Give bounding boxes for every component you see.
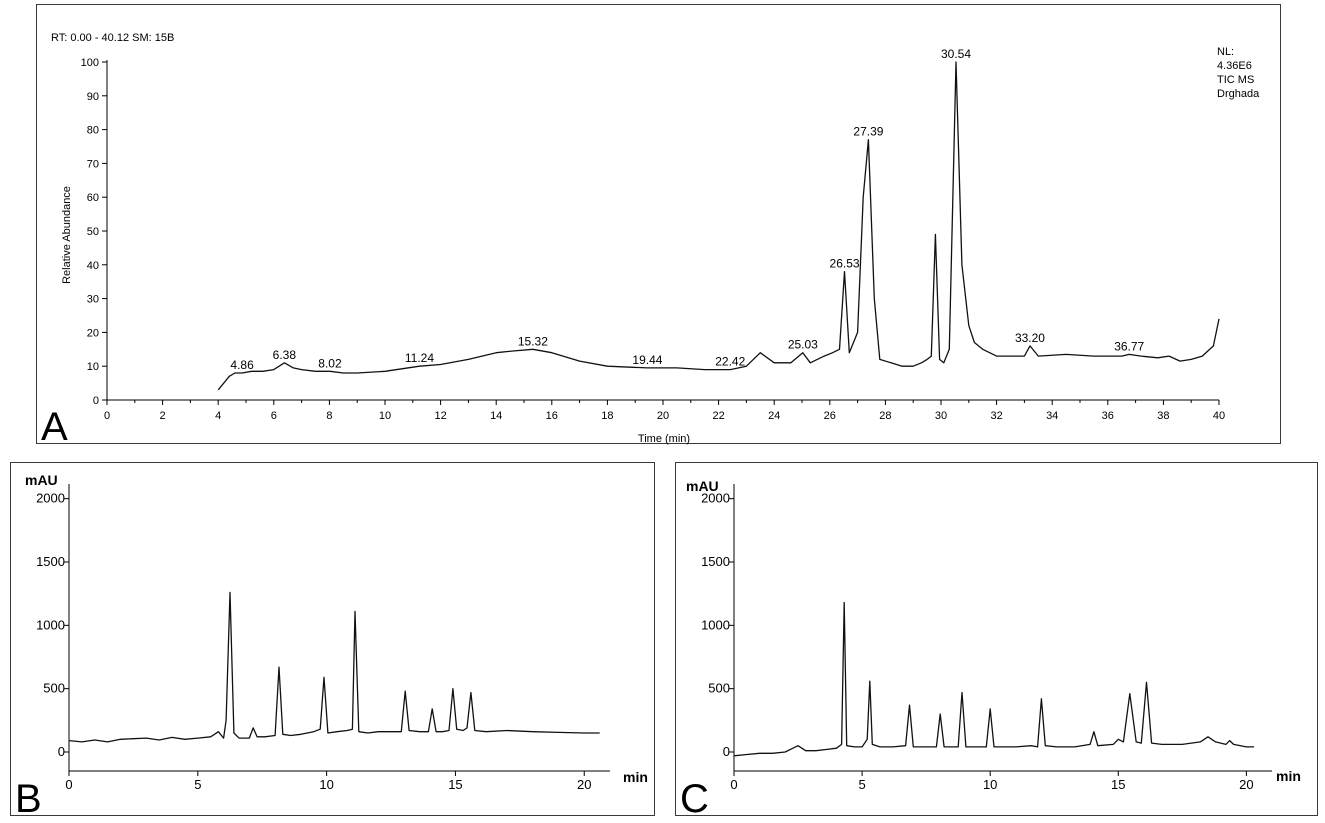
panel-a: RT: 0.00 - 40.12 SM: 15B NL: 4.36E6 TIC … [36, 4, 1281, 449]
chart-a-x-tick-label: 10 [379, 410, 391, 422]
chart-a-peak-label: 6.38 [273, 348, 297, 362]
chart-b-y-tick-label: 1500 [36, 554, 65, 569]
chart-a-svg: RT: 0.00 - 40.12 SM: 15B NL: 4.36E6 TIC … [41, 32, 1260, 449]
chart-b-ylabel: mAU [25, 472, 58, 488]
panel-c: mAU min C 0 500 1000 1500 2000 0 5 10 15 20 [675, 462, 1318, 821]
chart-c-y-tick-label: 2000 [701, 491, 730, 506]
chart-c-y-tick-label: 0 [723, 744, 730, 759]
chart-b-x-tick-label: 0 [65, 777, 72, 792]
chart-a-y-tick-label: 40 [87, 260, 99, 272]
chart-a-y-tick-label: 0 [93, 395, 99, 407]
chart-a-peak-label: 4.86 [230, 358, 254, 372]
chart-b-plot: 0 500 1000 1500 2000 0 5 10 15 20 [36, 484, 610, 792]
chart-a-y-tick-label: 20 [87, 327, 99, 339]
chart-a-peak-label: 26.53 [830, 257, 860, 271]
chart-c-y-tick-label: 1500 [701, 554, 730, 569]
chart-c-series-line [733, 601, 1255, 757]
chart-a-y-tick-label: 70 [87, 158, 99, 170]
chart-a-peak-label: 11.24 [405, 351, 434, 365]
chart-a-x-tick-label: 32 [990, 410, 1002, 422]
chart-b-y-tick-label: 500 [43, 681, 65, 696]
chart-a-y-tick-label: 90 [87, 91, 99, 103]
chart-c-x-tick-label: 10 [983, 777, 997, 792]
chart-a-x-tick-label: 38 [1157, 410, 1169, 422]
panel-a-letter: A [41, 405, 68, 449]
chart-a-peak-label: 19.44 [632, 353, 662, 367]
chart-a-x-tick-label: 22 [712, 410, 724, 422]
chart-a-peak-label: 25.03 [788, 338, 818, 352]
chart-b-x-tick-label: 10 [319, 777, 333, 792]
chart-a-y-tick-label: 60 [87, 192, 99, 204]
chart-a-peak-label: 22.42 [715, 355, 745, 369]
chart-c-y-tick-label: 500 [708, 681, 730, 696]
chart-a-peak-label: 27.39 [853, 125, 883, 139]
chart-b-xlabel: min [623, 769, 648, 785]
chart-a-x-tick-label: 2 [160, 410, 166, 422]
panel-b: mAU min B 0 500 1000 1500 2000 0 5 10 15 20 [10, 462, 655, 821]
chart-b-y-tick-label: 2000 [36, 491, 65, 506]
panel-c-letter: C [680, 777, 709, 821]
chart-a-info-line-3: TIC MS [1217, 74, 1254, 86]
chart-c-y-tick-label: 1000 [701, 617, 730, 632]
chart-a-info: NL: 4.36E6 TIC MS Drghada [1217, 46, 1260, 100]
chart-a-peak-label: 33.20 [1015, 331, 1045, 345]
chart-a-peak-label: 15.32 [518, 334, 548, 348]
chart-b-x-tick-label: 5 [194, 777, 201, 792]
chart-a-info-line-4: Drghada [1217, 88, 1260, 100]
chart-a-x-tick-label: 8 [326, 410, 332, 422]
chart-c-x-tick-label: 15 [1111, 777, 1125, 792]
chart-a-x-tick-label: 0 [104, 410, 110, 422]
chart-a-peak-label: 36.77 [1114, 339, 1144, 353]
chart-a-x-tick-label: 16 [546, 410, 558, 422]
chart-a-x-tick-label: 24 [768, 410, 780, 422]
chart-a-xlabel: Time (min) [638, 433, 690, 445]
chart-a-x-tick-label: 26 [824, 410, 836, 422]
chart-c-plot: 0 500 1000 1500 2000 0 5 10 15 20 [701, 484, 1272, 792]
chart-b-x-tick-label: 20 [577, 777, 591, 792]
chart-a-series-line [217, 61, 1220, 391]
chart-c-x-tick-label: 5 [858, 777, 865, 792]
chart-a-x-tick-label: 20 [657, 410, 669, 422]
chart-a-ylabel: Relative Abundance [61, 186, 73, 284]
chart-a-x-tick-label: 40 [1213, 410, 1225, 422]
chart-a-y-tick-label: 100 [81, 57, 99, 69]
chart-a-header: RT: 0.00 - 40.12 SM: 15B [51, 32, 174, 44]
chart-a-x-tick-label: 6 [271, 410, 277, 422]
chart-a-y-tick-label: 50 [87, 226, 99, 238]
chart-b-y-tick-label: 0 [58, 744, 65, 759]
chart-c-x-tick-label: 20 [1239, 777, 1253, 792]
chart-a-info-line-2: 4.36E6 [1217, 60, 1252, 72]
chart-a-x-tick-label: 28 [879, 410, 891, 422]
chart-b-y-tick-label: 1000 [36, 617, 65, 632]
chart-a-x-tick-label: 36 [1102, 410, 1114, 422]
chart-b-series-line [68, 591, 600, 743]
chart-b-x-tick-label: 15 [448, 777, 462, 792]
chart-a-peak-label: 8.02 [318, 356, 342, 370]
chart-a-x-tick-label: 34 [1046, 410, 1058, 422]
chart-a-x-tick-label: 4 [215, 410, 221, 422]
chart-c-x-tick-label: 0 [730, 777, 737, 792]
chart-a-info-line-1: NL: [1217, 46, 1234, 58]
chart-a-x-tick-label: 30 [935, 410, 947, 422]
chart-c-xlabel: min [1276, 768, 1301, 784]
chart-b-svg: mAU min B 0 500 1000 1500 2000 0 5 10 15 20 [15, 472, 648, 821]
chart-c-ylabel: mAU [686, 478, 719, 494]
chart-a-y-tick-label: 30 [87, 294, 99, 306]
chart-a-y-tick-label: 10 [87, 361, 99, 373]
chart-a-x-tick-label: 18 [601, 410, 613, 422]
panel-b-letter: B [15, 777, 42, 821]
chart-c-svg: mAU min C 0 500 1000 1500 2000 0 5 10 15 20 [680, 478, 1301, 821]
chart-a-y-tick-label: 80 [87, 125, 99, 137]
chart-a-peak-label: 30.54 [941, 47, 971, 61]
chart-a-x-tick-label: 14 [490, 410, 502, 422]
chart-a-x-tick-label: 12 [434, 410, 446, 422]
